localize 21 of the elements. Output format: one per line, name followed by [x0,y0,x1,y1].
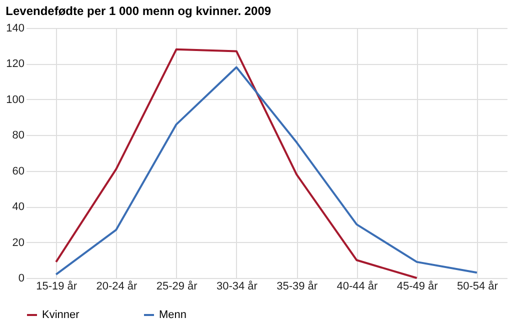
y-tick-label: 40 [12,201,24,214]
legend-label: Menn [159,309,187,321]
chart-title: Levendefødte per 1 000 menn og kvinner. 2009 [6,4,272,18]
x-tick-label: 45-49 år [396,280,438,292]
y-tick-label: 140 [6,22,24,34]
y-tick-label: 20 [12,236,24,249]
x-tick-label: 30-34 år [216,280,258,292]
line-series [55,48,418,279]
y-tick-label: 80 [12,130,24,142]
y-tick-label: 60 [12,165,24,178]
x-tick-label: 35-39 år [276,280,318,292]
y-tick-label: 120 [6,58,24,70]
line-series [55,66,478,276]
x-tick-label: 50-54 år [456,280,498,292]
x-tick-label: 15-19 år [36,280,78,292]
x-tick-label: 40-44 år [336,280,378,292]
y-tick-label: 0 [18,272,24,284]
x-tick-label: 25-29 år [156,280,198,292]
legend-label: Kvinner [42,309,80,321]
x-tick-label: 20-24 år [96,280,138,292]
y-tick-label: 100 [6,94,24,106]
